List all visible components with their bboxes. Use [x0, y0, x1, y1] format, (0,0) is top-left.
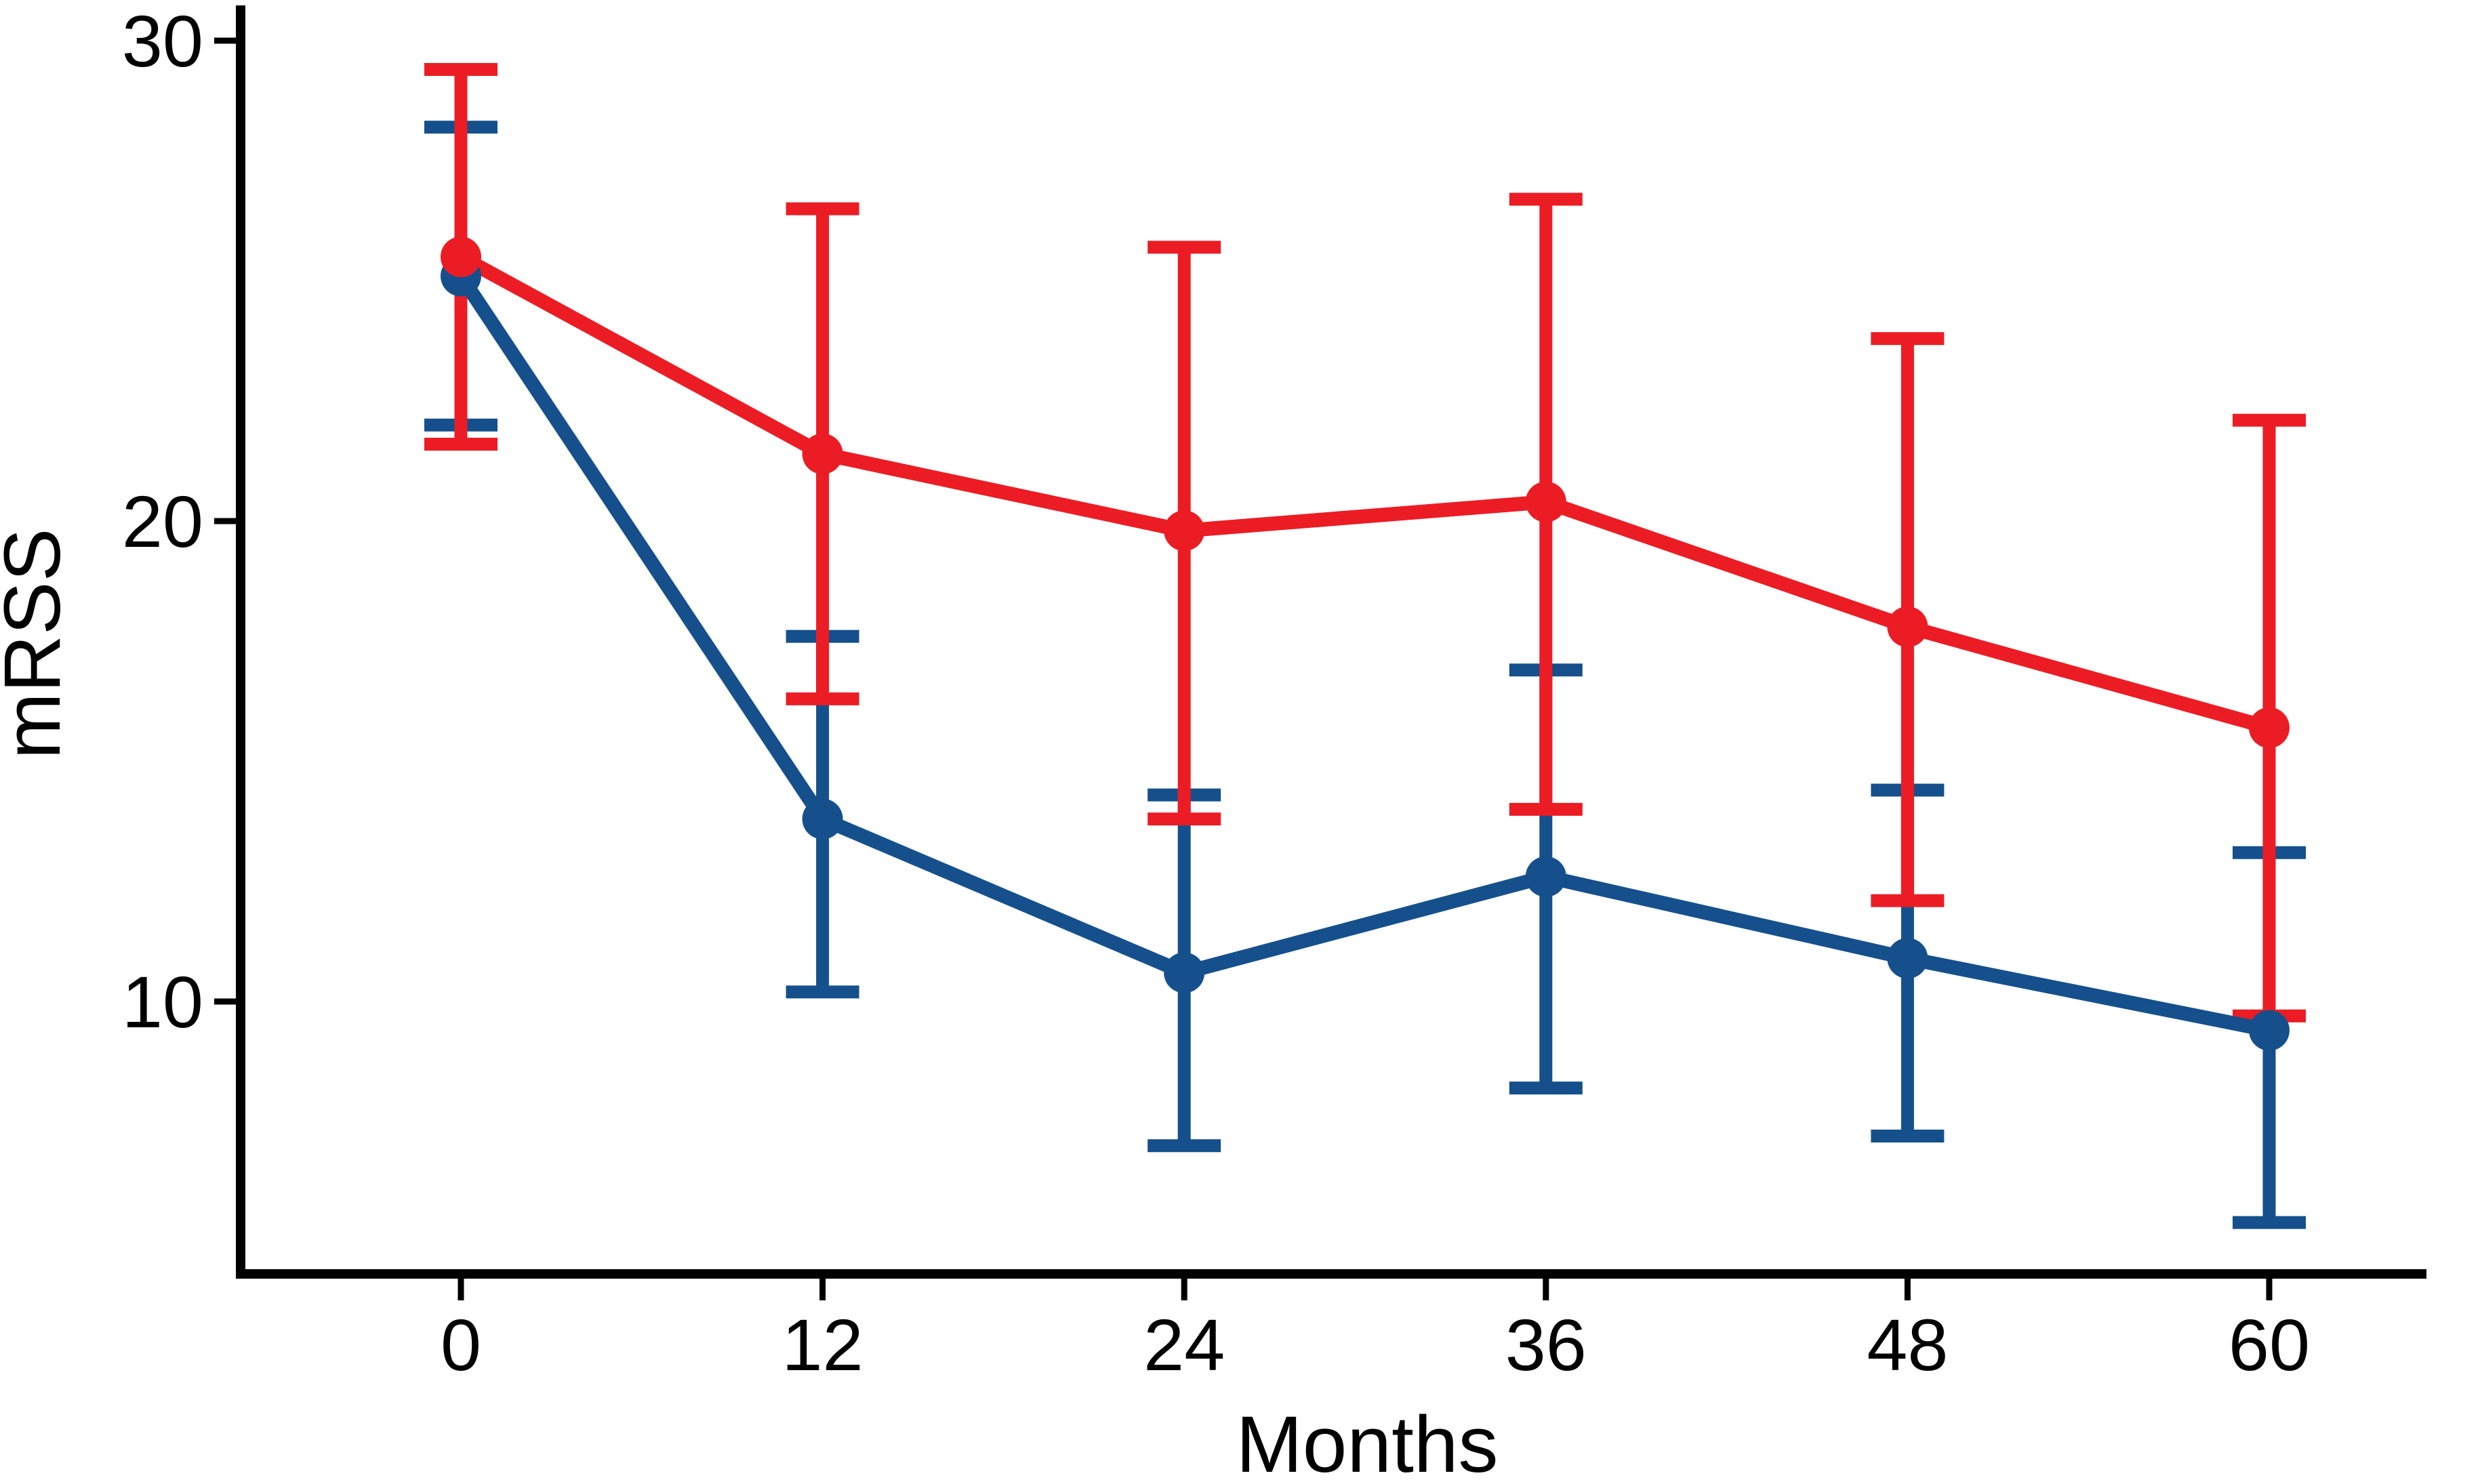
red-series-data-point-0	[441, 236, 481, 278]
x-tick-label-0: 0	[441, 1304, 481, 1386]
y-axis-title: mRSS	[0, 529, 77, 760]
red-series-data-point-48	[1887, 606, 1928, 647]
red-series-data-point-36	[1525, 481, 1566, 522]
red-series-data-point-60	[2249, 707, 2290, 748]
blue-series-data-point-48	[1887, 938, 1928, 979]
red-series-data-point-24	[1164, 510, 1205, 552]
blue-series-data-point-12	[802, 798, 843, 840]
blue-series-line	[455, 272, 2271, 1037]
x-axis-title: Months	[1236, 1400, 1499, 1484]
x-tick-label-60: 60	[2229, 1304, 2310, 1386]
red-series-data-point-12	[802, 433, 843, 474]
x-tick-label-24: 24	[1143, 1304, 1225, 1386]
red-series-line	[457, 250, 2271, 735]
blue-series-data-point-24	[1164, 952, 1205, 993]
blue-series-data-point-36	[1525, 856, 1566, 897]
x-tick-label-36: 36	[1505, 1304, 1587, 1386]
y-tick-label-10: 10	[122, 961, 203, 1043]
plot-area: 30 20 10 0 12 24 36 48 60	[122, 0, 2426, 1386]
blue-series-data-point-60	[2249, 1010, 2290, 1051]
y-tick-label-20: 20	[122, 480, 203, 562]
x-tick-label-48: 48	[1867, 1304, 1948, 1386]
y-tick-label-30: 30	[122, 0, 203, 82]
x-tick-label-12: 12	[782, 1304, 863, 1386]
